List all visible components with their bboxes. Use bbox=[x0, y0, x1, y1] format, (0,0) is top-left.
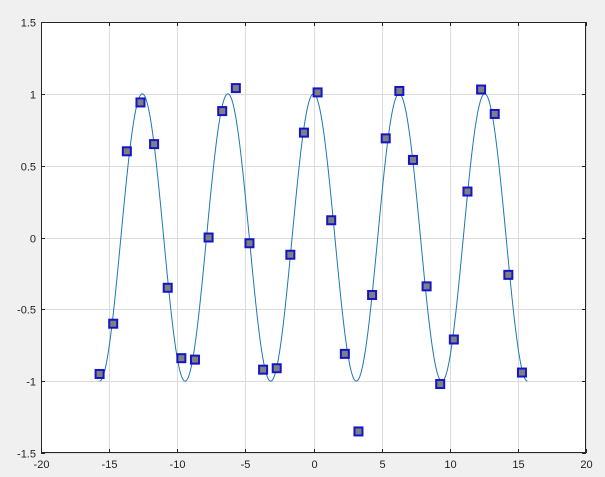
x-tick-label: -15 bbox=[102, 459, 118, 471]
x-tick-label: 0 bbox=[311, 459, 317, 471]
x-tick-label: -5 bbox=[241, 459, 251, 471]
scatter-point bbox=[217, 106, 228, 117]
y-tick-label: 1.5 bbox=[21, 18, 36, 30]
scatter-point bbox=[244, 238, 255, 249]
scatter-point bbox=[203, 232, 214, 243]
scatter-point bbox=[516, 367, 527, 378]
axis-ticks: -20 -15 -10 -5 0 5 10 15 20 -1.5 -1 -0.5 0 0.5 1 1.5 bbox=[17, 18, 593, 472]
scatter-point bbox=[421, 281, 432, 292]
scatter-point bbox=[108, 318, 119, 329]
scatter-point bbox=[489, 108, 500, 119]
scatter-point bbox=[339, 348, 350, 359]
y-tick-label: -1.5 bbox=[17, 449, 36, 461]
scatter-point bbox=[258, 364, 269, 375]
x-tick-label: 15 bbox=[512, 459, 524, 471]
scatter-point bbox=[230, 83, 241, 94]
y-tick-label: -0.5 bbox=[17, 305, 36, 317]
scatter-point bbox=[121, 146, 132, 157]
scatter-point bbox=[94, 368, 105, 379]
y-tick-label: -1 bbox=[26, 377, 36, 389]
x-tick-label: 20 bbox=[580, 459, 592, 471]
y-tick-label: 0.5 bbox=[21, 162, 36, 174]
y-tick-label: 0 bbox=[30, 234, 36, 246]
scatter-point bbox=[162, 282, 173, 293]
y-tick-label: 1 bbox=[30, 90, 36, 102]
scatter-point bbox=[407, 154, 418, 165]
x-tick-label: 5 bbox=[379, 459, 385, 471]
scatter-point bbox=[503, 269, 514, 280]
axes-box bbox=[41, 22, 586, 453]
x-tick-label: 10 bbox=[444, 459, 456, 471]
scatter-point bbox=[448, 334, 459, 345]
x-tick-label: -20 bbox=[34, 459, 50, 471]
scatter-point bbox=[380, 133, 391, 144]
scatter-point bbox=[189, 354, 200, 365]
scatter-point bbox=[394, 85, 405, 96]
scatter-point bbox=[135, 97, 146, 108]
x-tick-label: -10 bbox=[170, 459, 186, 471]
scatter-point bbox=[435, 379, 446, 390]
scatter-point bbox=[367, 289, 378, 300]
scatter-point bbox=[476, 84, 487, 95]
series-layer bbox=[94, 83, 528, 437]
plot-area bbox=[41, 22, 586, 453]
scatter-point bbox=[312, 87, 323, 98]
scatter-point bbox=[271, 363, 282, 374]
scatter-point bbox=[326, 215, 337, 226]
scatter-point bbox=[149, 139, 160, 150]
scatter-point bbox=[462, 186, 473, 197]
scatter-point bbox=[176, 353, 187, 364]
scatter-point bbox=[298, 127, 309, 138]
grid-lines bbox=[41, 22, 587, 454]
scatter-point bbox=[353, 426, 364, 437]
scatter-point bbox=[285, 249, 296, 260]
